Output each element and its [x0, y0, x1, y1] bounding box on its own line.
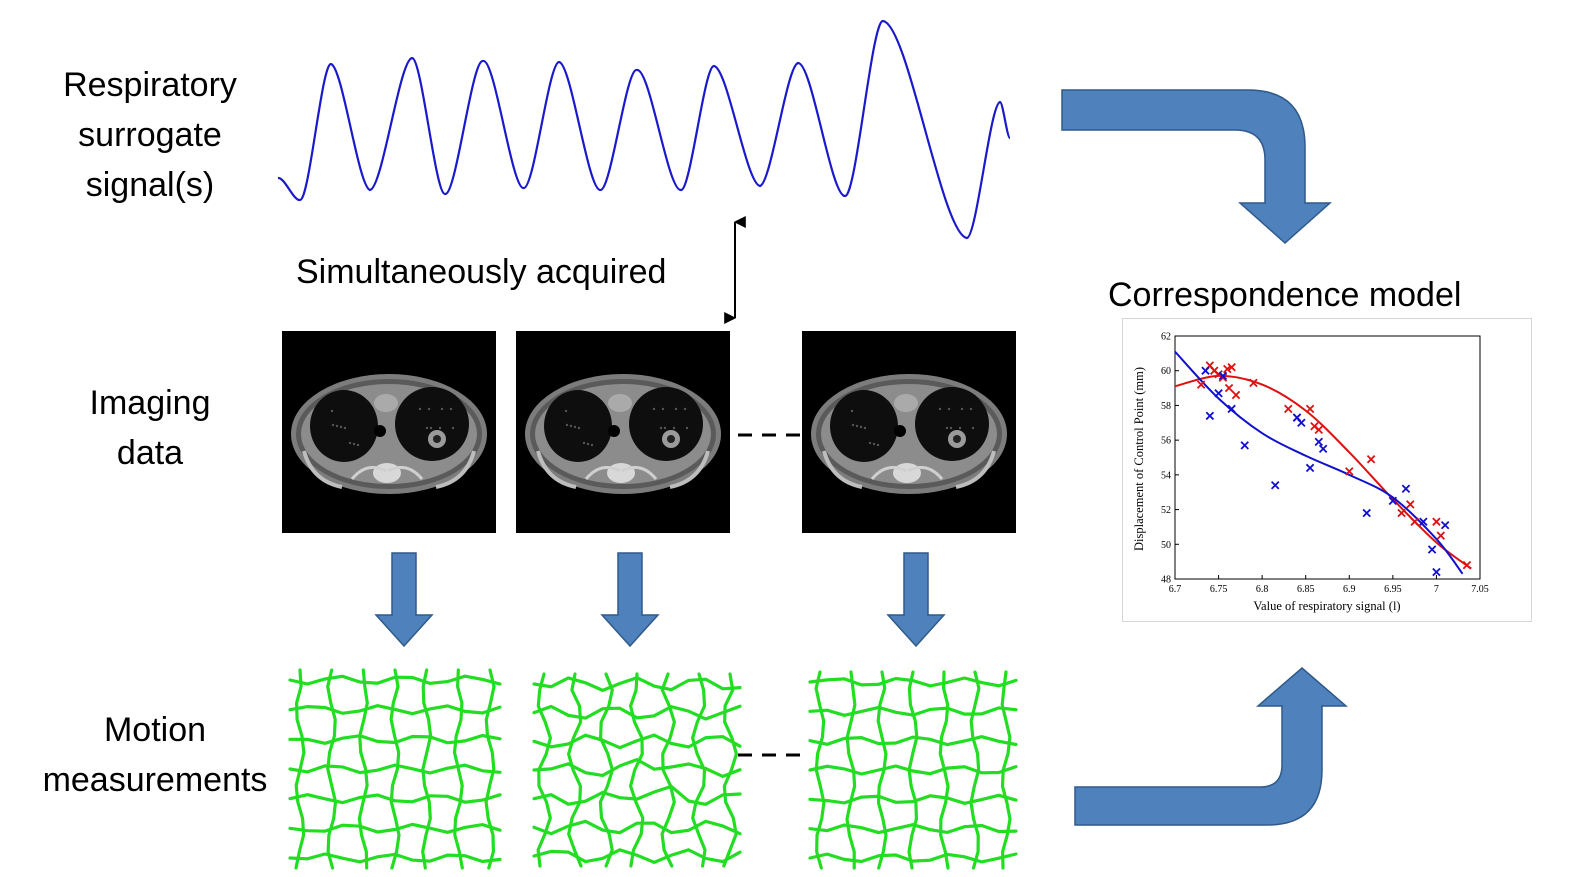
respiratory-signal-trace [277, 19, 1012, 240]
down-arrow-1 [374, 552, 434, 648]
plot-y-tick-label: 60 [1161, 366, 1171, 377]
simultaneous-label-text: Simultaneously acquired [296, 253, 667, 291]
plot-x-axis-label: Value of respiratory signal (l) [1253, 599, 1400, 613]
data-point-red [1305, 404, 1315, 414]
deformation-grid-1 [288, 668, 502, 870]
data-point-red [1406, 500, 1415, 509]
simultaneous-label: Simultaneously acquired [296, 247, 666, 297]
data-point-red [1397, 508, 1406, 518]
data-point-blue [1427, 545, 1437, 554]
plot-x-tick-label: 7.05 [1471, 584, 1489, 595]
ct-slice-3 [802, 331, 1016, 533]
respiratory-label-line1: Respiratory [63, 66, 237, 104]
data-point-red [1462, 560, 1472, 570]
curved-arrow-to-model-top [1061, 89, 1332, 245]
data-point-red [1223, 364, 1232, 374]
data-point-red [1249, 378, 1258, 388]
plot-x-tick-label: 6.75 [1210, 584, 1228, 595]
data-point-red [1345, 467, 1354, 476]
correspondence-label-text: Correspondence model [1108, 276, 1462, 314]
data-point-blue [1305, 463, 1315, 473]
data-point-blue [1205, 411, 1215, 421]
data-point-blue [1318, 444, 1328, 454]
plot-y-axis-label: Displacement of Control Point (mm) [1132, 367, 1146, 551]
deformation-grid-2 [532, 672, 742, 868]
plot-y-tick-label: 58 [1161, 401, 1171, 412]
data-point-blue [1432, 567, 1441, 577]
correspondence-plot: 6.7 6.75 6.8 6.85 6.9 6.95 7 7.05 48 50 52 54 56 58 60… [1122, 318, 1532, 622]
correspondence-plot-svg: 6.7 6.75 6.8 6.85 6.9 6.95 7 7.05 48 50 52 54 56 58 60… [1132, 332, 1489, 614]
respiratory-label: Respiratory surrogate signal(s) [40, 60, 260, 210]
plot-x-tick-label: 6.95 [1384, 584, 1402, 595]
data-point-red [1432, 517, 1441, 526]
data-point-blue [1419, 517, 1428, 526]
data-point-red [1314, 425, 1324, 434]
down-arrow-2 [600, 552, 660, 648]
data-point-blue [1227, 404, 1236, 414]
data-point-red [1436, 531, 1446, 540]
ct-slice-1 [282, 331, 496, 533]
plot-y-tick-label: 50 [1161, 540, 1171, 551]
down-arrow-3 [886, 552, 946, 648]
motion-label-line2: measurements [42, 761, 268, 799]
plot-x-tick-label: 6.7 [1169, 584, 1182, 595]
plot-x-tick-label: 6.85 [1297, 584, 1315, 595]
data-point-blue [1297, 418, 1306, 428]
plot-x-tick-label: 6.9 [1343, 584, 1356, 595]
data-point-blue [1388, 496, 1398, 506]
data-point-blue [1218, 371, 1228, 381]
data-point-blue [1440, 520, 1450, 530]
data-point-red [1410, 517, 1419, 526]
fit-curve-blue [1174, 350, 1464, 575]
data-point-red [1196, 380, 1206, 389]
deformation-grids [288, 668, 1018, 870]
plot-y-tick-label: 52 [1161, 505, 1171, 516]
plot-x-tick-label: 6.8 [1256, 584, 1269, 595]
data-point-blue [1362, 508, 1371, 518]
curved-arrow-to-model-bottom [1074, 667, 1349, 826]
data-point-red [1224, 383, 1234, 393]
plot-y-tick-label: 56 [1161, 436, 1171, 447]
ct-slice-2 [516, 331, 730, 533]
imaging-label-line1: Imaging [89, 384, 211, 422]
data-point-blue [1201, 366, 1210, 375]
respiratory-label-line2: surrogate [78, 116, 222, 154]
plot-x-tick-label: 7 [1434, 584, 1439, 595]
data-point-red [1366, 454, 1376, 464]
data-point-blue [1214, 389, 1223, 398]
data-point-red [1284, 404, 1293, 414]
deformation-grid-3 [808, 670, 1018, 870]
plot-y-tick-label: 62 [1161, 332, 1171, 343]
data-point-red [1218, 373, 1228, 382]
imaging-label: Imaging data [60, 378, 240, 478]
imaging-label-line2: data [116, 434, 184, 472]
plot-y-tick-label: 54 [1161, 470, 1171, 481]
correspondence-label: Correspondence model [1108, 270, 1461, 320]
data-point-blue [1401, 484, 1411, 493]
data-point-red [1227, 363, 1236, 372]
data-point-red [1231, 390, 1241, 400]
data-point-blue [1314, 437, 1324, 447]
plot-y-tick-label: 48 [1161, 575, 1171, 586]
respiratory-label-line3: signal(s) [85, 166, 215, 204]
motion-label: Motion measurements [25, 705, 285, 805]
data-point-blue [1240, 441, 1249, 450]
data-point-blue [1270, 481, 1280, 490]
motion-label-line1: Motion [103, 711, 207, 749]
